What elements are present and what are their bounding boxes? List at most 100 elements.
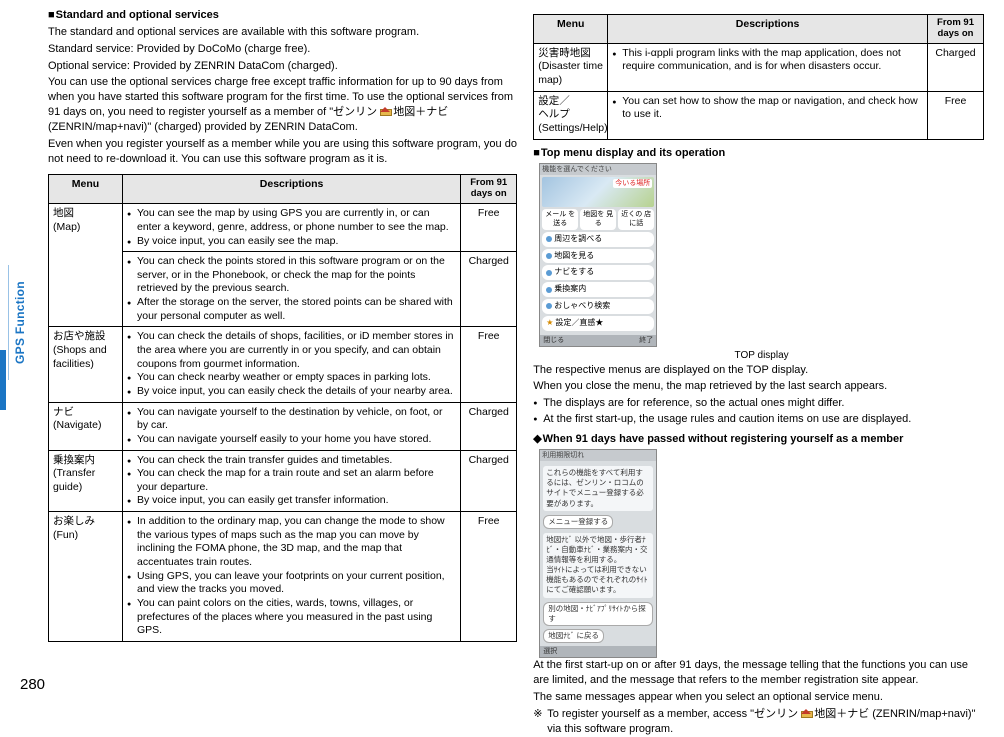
table-days-cell: Charged <box>461 402 517 450</box>
table-desc-cell: You can check the train transfer guides … <box>123 450 461 512</box>
desc-item: You can paint colors on the cities, ward… <box>127 597 456 638</box>
mock1-footer: 閉じる 終了 <box>540 335 656 346</box>
mock2-footer: 選択 <box>540 646 656 657</box>
top-display-mock: 機能を選んでください メール を送る地図を 見る近くの 店に話 周辺を調べる地図… <box>539 163 657 348</box>
mock1-foot-right: 終了 <box>639 336 653 345</box>
mock1-menu-row: ナビをする <box>542 265 654 280</box>
desc-item: By voice input, you can easily see the m… <box>127 235 456 249</box>
expired-mock-wrapper: 利用期限切れ これらの機能をすべて利用するには、ゼンリン・ロコムのサイトでメニュ… <box>539 449 984 659</box>
mock1-menu-row: おしゃべり検索 <box>542 299 654 314</box>
table-desc-cell: You can check the details of shops, faci… <box>123 327 461 402</box>
note-register-a: To register yourself as a member, access… <box>547 708 801 720</box>
th-days: From 91 days on <box>461 175 517 204</box>
left-table: Menu Descriptions From 91 days on 地図 (Ma… <box>48 174 517 641</box>
dot-icon <box>546 303 552 309</box>
mock1-row-text: 乗換案内 <box>554 284 650 295</box>
table-days-cell: Free <box>461 512 517 642</box>
table-days-cell: Free <box>461 327 517 402</box>
para-91b: The same messages appear when you select… <box>533 690 984 705</box>
mock2-btn3: 地図ﾅﾋﾞ に戻る <box>543 629 604 643</box>
para-redownload: Even when you register yourself as a mem… <box>48 137 517 167</box>
table-menu-cell: お店や施設 (Shops and facilities) <box>49 327 123 402</box>
mock2-section2: 地図ﾅﾋﾞ 以外で地図・歩行者ﾅﾋﾞ・自動車ﾅﾋﾞ・業務案内・交通情報等を利用す… <box>543 533 653 598</box>
mock1-star-row: ★設定／直感★ <box>542 316 654 331</box>
top-menu-bullets: The displays are for reference, so the a… <box>533 396 984 428</box>
house-icon <box>380 107 390 116</box>
heading-standard-services: Standard and optional services <box>48 8 517 23</box>
mock1-row-text: おしゃべり検索 <box>554 301 650 312</box>
mock2-section1: これらの機能をすべて利用するには、ゼンリン・ロコムのサイトでメニュー登録する必要… <box>543 466 653 511</box>
table-desc-cell: You can see the map by using GPS you are… <box>123 204 461 252</box>
mock1-image <box>542 177 654 207</box>
dot-icon <box>546 287 552 293</box>
dot-icon <box>546 236 552 242</box>
th-days-r: From 91 days on <box>928 15 984 44</box>
para-standard: Standard service: Provided by DoCoMo (ch… <box>48 42 517 57</box>
side-tab-label: GPS Function <box>8 265 30 380</box>
desc-item: You can check the details of shops, faci… <box>127 330 456 371</box>
desc-item: Using GPS, you can leave your footprints… <box>127 570 456 597</box>
mock1-row-text: 周辺を調べる <box>554 234 650 245</box>
desc-item: You can check the train transfer guides … <box>127 454 456 468</box>
desc-item: This i-αppli program links with the map … <box>612 47 923 74</box>
desc-item: You can see the map by using GPS you are… <box>127 207 456 234</box>
mock2-btn1: メニュー登録する <box>543 515 613 529</box>
desc-item: You can set how to show the map or navig… <box>612 95 923 122</box>
dot-icon <box>546 253 552 259</box>
table-days-cell: Free <box>928 91 984 139</box>
desc-item: You can check the map for a train route … <box>127 467 456 494</box>
table-days-cell: Charged <box>928 43 984 91</box>
left-column: Standard and optional services The stand… <box>48 8 517 691</box>
mock1-row-text: 地図を見る <box>554 251 650 262</box>
table-days-cell: Charged <box>461 252 517 327</box>
heading-91-days: When 91 days have passed without registe… <box>533 432 984 447</box>
th-desc: Descriptions <box>123 175 461 204</box>
page-number: 280 <box>20 675 45 695</box>
heading-top-menu: Top menu display and its operation <box>533 146 984 161</box>
star-icon: ★ <box>546 318 553 329</box>
mock1-star-text: 設定／直感★ <box>555 318 650 329</box>
top-display-mock-wrapper: 機能を選んでください メール を送る地図を 見る近くの 店に話 周辺を調べる地図… <box>539 163 984 363</box>
table-menu-cell: 地図 (Map) <box>49 204 123 327</box>
table-menu-cell: ナビ (Navigate) <box>49 402 123 450</box>
mock1-menu-row: 地図を見る <box>542 249 654 264</box>
table-desc-cell: You can check the points stored in this … <box>123 252 461 327</box>
desc-item: By voice input, you can easily get trans… <box>127 494 456 508</box>
table-desc-cell: You can set how to show the map or navig… <box>608 91 928 139</box>
th-menu: Menu <box>49 175 123 204</box>
right-table: Menu Descriptions From 91 days on 災害時地図 … <box>533 14 984 140</box>
bullet-item: At the first start-up, the usage rules a… <box>533 412 984 427</box>
mock1-menu-row: 乗換案内 <box>542 282 654 297</box>
desc-item: You can check nearby weather or empty sp… <box>127 371 456 385</box>
expired-mock: 利用期限切れ これらの機能をすべて利用するには、ゼンリン・ロコムのサイトでメニュ… <box>539 449 657 659</box>
mock2-header: 利用期限切れ <box>540 450 656 461</box>
mock2-btn2: 別の地図・ﾅﾋﾞｱﾌﾟﾘｻｲﾄから探す <box>543 602 653 626</box>
mock1-split-cell: 近くの 店に話 <box>618 209 654 230</box>
right-column: Menu Descriptions From 91 days on 災害時地図 … <box>533 8 984 691</box>
table-days-cell: Charged <box>461 450 517 512</box>
house-icon <box>801 709 811 718</box>
para-top1: The respective menus are displayed on th… <box>533 363 984 378</box>
mock1-row-text: ナビをする <box>554 267 650 278</box>
desc-item: After the storage on the server, the sto… <box>127 296 456 323</box>
table-menu-cell: 災害時地図 (Disaster time map) <box>534 43 608 91</box>
desc-item: You can check the points stored in this … <box>127 255 456 296</box>
desc-item: By voice input, you can easily check the… <box>127 385 456 399</box>
table-menu-cell: 乗換案内 (Transfer guide) <box>49 450 123 512</box>
table-menu-cell: 設定／ ヘルプ (Settings/Help) <box>534 91 608 139</box>
side-accent-bar <box>0 350 6 410</box>
mock2-foot-left: 選択 <box>543 647 557 656</box>
desc-item: In addition to the ordinary map, you can… <box>127 515 456 570</box>
mock1-split-cell: メール を送る <box>542 209 578 230</box>
table-desc-cell: In addition to the ordinary map, you can… <box>123 512 461 642</box>
table-desc-cell: This i-αppli program links with the map … <box>608 43 928 91</box>
table-desc-cell: You can navigate yourself to the destina… <box>123 402 461 450</box>
mock1-caption: TOP display <box>539 349 984 363</box>
mock1-header: 機能を選んでください <box>540 164 656 175</box>
mock1-menu-row: 周辺を調べる <box>542 232 654 247</box>
dot-icon <box>546 270 552 276</box>
th-menu-r: Menu <box>534 15 608 44</box>
mock1-split-cell: 地図を 見る <box>580 209 616 230</box>
table-menu-cell: お楽しみ (Fun) <box>49 512 123 642</box>
para-top2: When you close the menu, the map retriev… <box>533 379 984 394</box>
